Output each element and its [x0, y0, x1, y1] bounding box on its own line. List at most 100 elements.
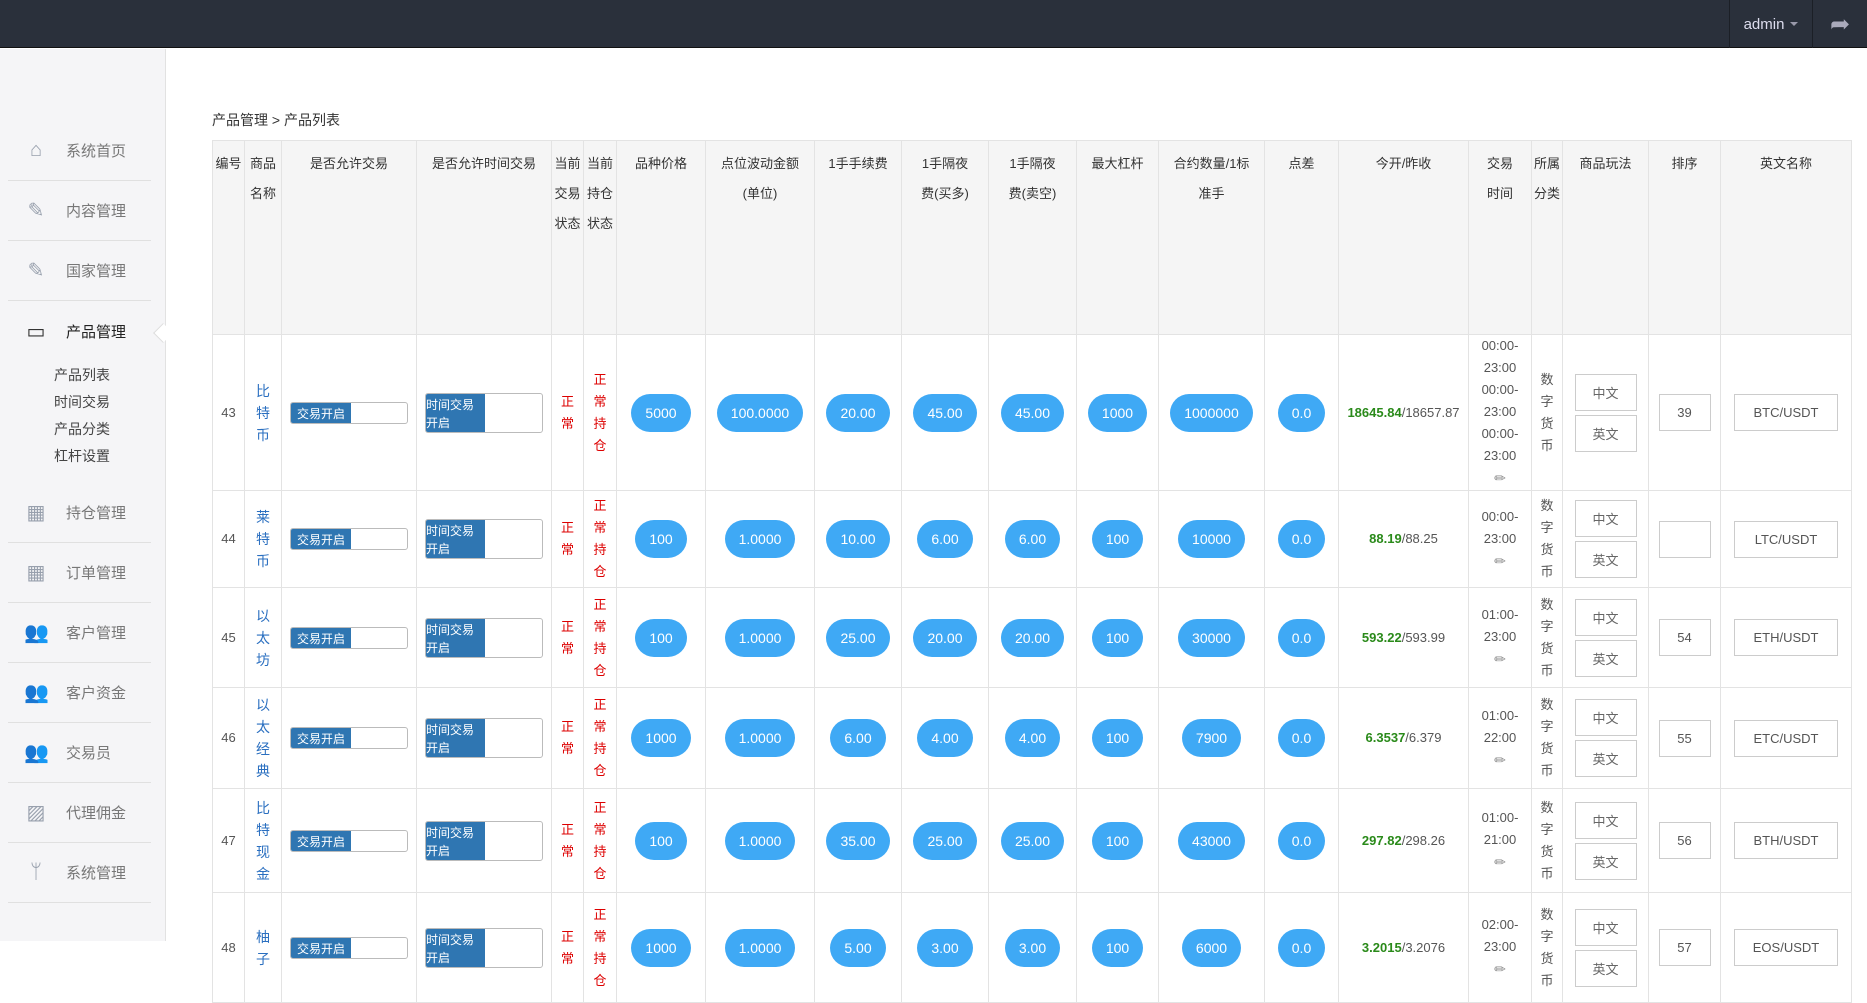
swap-short-pill[interactable]: 25.00: [1000, 821, 1065, 860]
time-trade-toggle[interactable]: 时间交易开启: [425, 718, 543, 758]
tick-value-pill[interactable]: 1.0000: [724, 520, 796, 558]
price-pill[interactable]: 100: [635, 821, 687, 860]
product-name-link[interactable]: 柚子: [244, 892, 282, 1003]
swap-long-pill[interactable]: 3.00: [917, 928, 973, 967]
admin-user-menu[interactable]: admin: [1729, 0, 1813, 48]
time-trade-toggle[interactable]: 时间交易开启: [425, 820, 543, 861]
sidebar-item[interactable]: ▦ 订单管理: [8, 543, 151, 603]
chinese-button[interactable]: 中文: [1574, 500, 1637, 537]
chinese-button[interactable]: 中文: [1574, 699, 1637, 736]
sidebar-item[interactable]: 👥 交易员: [8, 723, 151, 783]
swap-short-pill[interactable]: 4.00: [1004, 719, 1061, 757]
fee-pill[interactable]: 25.00: [826, 618, 890, 657]
product-name-link[interactable]: 以太经典: [244, 687, 282, 789]
sort-input[interactable]: [1658, 822, 1711, 859]
trade-toggle[interactable]: 交易开启: [290, 528, 408, 550]
english-button[interactable]: 英文: [1574, 639, 1637, 677]
tick-value-pill[interactable]: 1.0000: [724, 618, 796, 657]
pencil-edit-icon[interactable]: ✏: [1494, 651, 1506, 667]
chinese-button[interactable]: 中文: [1574, 801, 1637, 839]
pencil-edit-icon[interactable]: ✏: [1494, 552, 1506, 569]
sidebar-subitem[interactable]: 产品列表: [54, 367, 110, 383]
swap-short-pill[interactable]: 6.00: [1004, 520, 1061, 558]
spread-pill[interactable]: 0.0: [1277, 928, 1326, 967]
time-trade-toggle[interactable]: 时间交易开启: [425, 927, 543, 968]
contract-size-pill[interactable]: 43000: [1178, 821, 1245, 860]
trade-toggle[interactable]: 交易开启: [290, 727, 408, 749]
contract-size-pill[interactable]: 10000: [1178, 520, 1245, 558]
price-pill[interactable]: 100: [635, 618, 687, 657]
fee-pill[interactable]: 20.00: [826, 393, 890, 432]
product-name-link[interactable]: 莱特币: [244, 490, 282, 588]
contract-size-pill[interactable]: 6000: [1181, 928, 1242, 967]
time-trade-toggle[interactable]: 时间交易开启: [425, 392, 543, 433]
chinese-button[interactable]: 中文: [1574, 373, 1637, 411]
sidebar-item[interactable]: ✎ 国家管理: [8, 241, 151, 301]
fee-pill[interactable]: 10.00: [826, 520, 890, 558]
fee-pill[interactable]: 6.00: [830, 719, 886, 757]
spread-pill[interactable]: 0.0: [1277, 719, 1326, 757]
fee-pill[interactable]: 35.00: [826, 821, 890, 860]
leverage-pill[interactable]: 100: [1091, 520, 1144, 558]
sidebar-subitem[interactable]: 产品分类: [54, 421, 110, 437]
product-name-link[interactable]: 比特币: [244, 334, 282, 491]
english-name-input[interactable]: ETC/USDT: [1734, 719, 1838, 757]
spread-pill[interactable]: 0.0: [1277, 618, 1326, 657]
product-name-link[interactable]: 以太坊: [244, 587, 282, 688]
english-button[interactable]: 英文: [1574, 949, 1637, 987]
swap-short-pill[interactable]: 20.00: [1000, 618, 1065, 657]
sidebar-subitem[interactable]: 杠杆设置: [54, 448, 110, 464]
english-name-input[interactable]: ETH/USDT: [1734, 619, 1838, 656]
sort-input[interactable]: [1658, 394, 1711, 431]
sort-input[interactable]: [1658, 520, 1711, 558]
swap-long-pill[interactable]: 4.00: [917, 719, 973, 757]
english-button[interactable]: 英文: [1574, 842, 1637, 880]
contract-size-pill[interactable]: 7900: [1181, 719, 1242, 757]
sidebar-item[interactable]: ᛘ 系统管理: [8, 843, 151, 903]
leverage-pill[interactable]: 100: [1091, 821, 1144, 860]
tick-value-pill[interactable]: 100.0000: [716, 393, 804, 432]
fee-pill[interactable]: 5.00: [830, 928, 886, 967]
leverage-pill[interactable]: 100: [1091, 928, 1144, 967]
tick-value-pill[interactable]: 1.0000: [724, 821, 796, 860]
sidebar-item[interactable]: ⌂ 系统首页: [8, 121, 151, 181]
spread-pill[interactable]: 0.0: [1277, 520, 1326, 558]
tick-value-pill[interactable]: 1.0000: [724, 928, 796, 967]
sort-input[interactable]: [1658, 929, 1711, 966]
english-button[interactable]: 英文: [1574, 414, 1637, 452]
price-pill[interactable]: 1000: [631, 928, 691, 967]
sort-input[interactable]: [1658, 619, 1711, 656]
pencil-edit-icon[interactable]: ✏: [1494, 470, 1506, 486]
english-name-input[interactable]: BTC/USDT: [1734, 394, 1838, 431]
trade-toggle[interactable]: 交易开启: [290, 829, 408, 852]
pencil-edit-icon[interactable]: ✏: [1494, 751, 1506, 768]
product-name-link[interactable]: 比特现金: [244, 788, 282, 893]
swap-short-pill[interactable]: 3.00: [1004, 928, 1061, 967]
spread-pill[interactable]: 0.0: [1277, 821, 1326, 860]
english-name-input[interactable]: EOS/USDT: [1734, 929, 1838, 966]
english-name-input[interactable]: BTH/USDT: [1734, 822, 1838, 859]
time-trade-toggle[interactable]: 时间交易开启: [425, 617, 543, 658]
time-trade-toggle[interactable]: 时间交易开启: [425, 519, 543, 559]
sidebar-subitem[interactable]: 时间交易: [54, 394, 110, 410]
sidebar-item[interactable]: 👥 客户资金: [8, 663, 151, 723]
contract-size-pill[interactable]: 30000: [1178, 618, 1245, 657]
sidebar-item[interactable]: ▦ 持仓管理: [8, 483, 151, 543]
leverage-pill[interactable]: 100: [1091, 719, 1144, 757]
english-button[interactable]: 英文: [1574, 541, 1637, 578]
trade-toggle[interactable]: 交易开启: [290, 401, 408, 424]
price-pill[interactable]: 1000: [631, 719, 691, 757]
tick-value-pill[interactable]: 1.0000: [724, 719, 796, 757]
sidebar-item[interactable]: ▨ 代理佣金: [8, 783, 151, 843]
swap-long-pill[interactable]: 25.00: [913, 821, 977, 860]
price-pill[interactable]: 5000: [631, 393, 691, 432]
sidebar-item[interactable]: 👥 客户管理: [8, 603, 151, 663]
trade-toggle[interactable]: 交易开启: [290, 936, 408, 959]
swap-long-pill[interactable]: 6.00: [917, 520, 973, 558]
contract-size-pill[interactable]: 1000000: [1170, 393, 1253, 432]
english-name-input[interactable]: LTC/USDT: [1734, 520, 1838, 558]
swap-long-pill[interactable]: 45.00: [913, 393, 977, 432]
logout-share-icon[interactable]: ➦: [1829, 10, 1851, 38]
spread-pill[interactable]: 0.0: [1277, 393, 1326, 432]
chinese-button[interactable]: 中文: [1574, 908, 1637, 946]
